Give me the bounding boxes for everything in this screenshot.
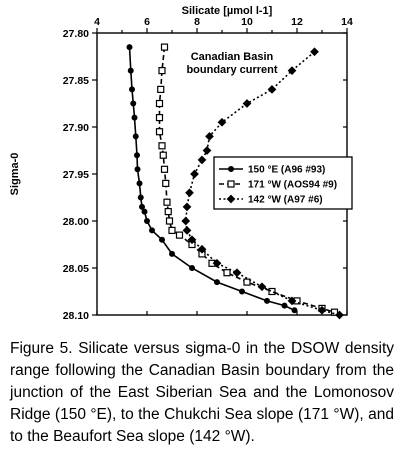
data-point — [242, 99, 252, 108]
data-point — [202, 146, 212, 155]
data-point — [164, 208, 172, 216]
y-tick-label: 27.85 — [63, 75, 89, 87]
annotation-line: boundary current — [186, 64, 277, 76]
data-point — [155, 113, 164, 122]
data-point — [159, 151, 167, 159]
series-line — [184, 51, 340, 316]
data-point — [212, 258, 222, 268]
data-point — [137, 194, 144, 201]
data-point — [223, 269, 231, 277]
data-point — [138, 203, 145, 210]
y-tick-label: 27.90 — [63, 122, 89, 134]
y-axis-label: Sigma-0 — [9, 153, 21, 196]
data-point — [133, 152, 140, 159]
data-point — [158, 142, 166, 150]
data-point — [232, 268, 242, 278]
data-point — [168, 226, 176, 234]
data-point — [143, 217, 150, 224]
data-point — [155, 128, 164, 136]
data-point — [291, 307, 298, 314]
data-point — [160, 43, 169, 51]
data-point — [197, 155, 207, 165]
data-point — [181, 216, 191, 226]
x-tick-label: 10 — [241, 16, 253, 28]
data-point — [267, 85, 277, 94]
data-point — [160, 165, 169, 173]
annotation-line: Canadian Basin — [191, 51, 274, 63]
data-point — [187, 235, 197, 245]
data-point — [281, 302, 288, 309]
data-point — [217, 117, 227, 127]
data-point — [330, 308, 339, 316]
y-tick-label: 28.05 — [63, 263, 89, 275]
data-point — [182, 202, 192, 212]
data-point — [168, 250, 175, 257]
data-point — [287, 66, 297, 75]
data-point — [188, 264, 195, 271]
legend-marker — [227, 180, 235, 188]
data-point — [257, 282, 267, 292]
data-point — [165, 217, 174, 225]
legend-marker — [226, 194, 236, 204]
data-point — [128, 86, 135, 93]
data-point — [243, 278, 251, 286]
data-point — [158, 236, 165, 243]
y-tick-label: 27.80 — [63, 28, 89, 40]
x-tick-label: 6 — [144, 16, 150, 28]
x-tick-label: 14 — [341, 16, 353, 28]
data-point — [163, 198, 171, 206]
y-tick-label: 28.10 — [63, 310, 89, 322]
x-tick-label: 4 — [94, 16, 100, 28]
data-point — [287, 296, 297, 306]
data-point — [155, 99, 164, 108]
data-point — [132, 133, 139, 140]
data-point — [134, 166, 141, 173]
y-tick-label: 28.00 — [63, 216, 89, 228]
data-point — [131, 114, 138, 121]
data-point — [141, 208, 148, 215]
data-point — [157, 85, 165, 94]
x-tick-label: 12 — [291, 16, 303, 28]
y-tick-label: 27.95 — [63, 169, 89, 181]
figure-caption: Figure 5. Silicate versus sigma-0 in the… — [10, 340, 394, 445]
data-point — [182, 226, 192, 235]
data-point — [127, 67, 134, 74]
legend-label: 142 °W (A97 #6) — [248, 195, 323, 206]
data-point — [310, 47, 319, 57]
x-axis-label: Silicate [µmol l-1] — [182, 5, 273, 17]
data-point — [175, 231, 184, 239]
x-tick-label: 8 — [194, 16, 200, 28]
legend-marker — [227, 165, 234, 172]
legend-box — [213, 156, 353, 210]
data-point — [136, 180, 143, 187]
legend-label: 171 °W (AOS94 #9) — [248, 180, 337, 191]
data-point — [335, 310, 344, 320]
data-point — [268, 287, 276, 296]
data-point — [148, 227, 155, 234]
data-point — [197, 244, 207, 254]
silicate-sigma-chart: 4 6 8 10 12 14 27.80 27.85 27.90 27.95 28.00 28.05 2… — [9, 5, 353, 322]
data-point — [130, 100, 137, 107]
data-point — [190, 169, 199, 179]
data-point — [263, 297, 270, 304]
chart-svg: 4 6 8 10 12 14 27.80 27.85 27.90 27.95 28.00 28.05 2… — [9, 5, 353, 322]
data-point — [238, 288, 245, 295]
data-point — [213, 279, 220, 286]
legend-label: 150 °E (A96 #93) — [248, 165, 325, 176]
data-point — [185, 188, 194, 198]
data-point — [317, 305, 327, 315]
data-point — [205, 132, 214, 141]
data-point — [162, 179, 170, 187]
data-point — [126, 44, 133, 51]
data-point — [158, 66, 166, 75]
